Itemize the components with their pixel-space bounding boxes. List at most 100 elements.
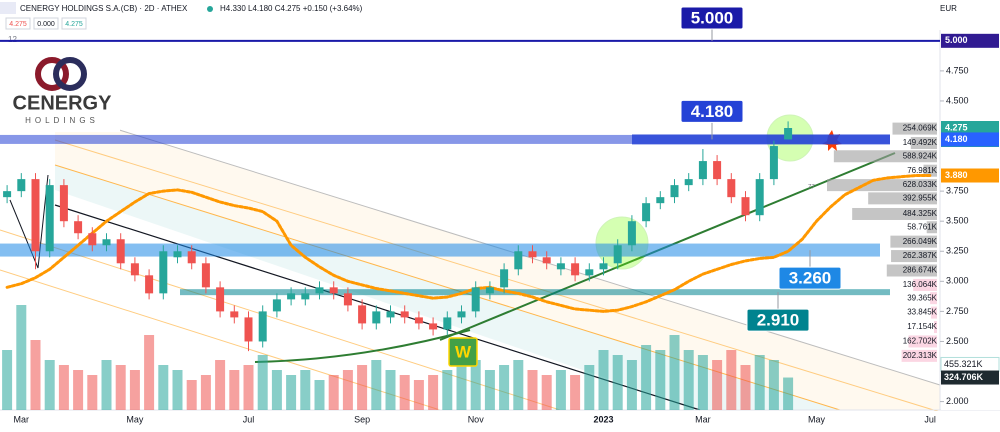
pattern-badge — [448, 337, 478, 367]
y-tick-label: 3.000 — [946, 276, 969, 286]
candle-body — [74, 221, 83, 234]
candle-body — [713, 161, 722, 180]
x-tick-label: Sep — [354, 414, 370, 424]
symbol-title: CENERGY HOLDINGS S.A.(CB) · 2D · ATHEX — [20, 4, 188, 13]
volume-bar — [428, 375, 439, 410]
volume-bar — [257, 355, 268, 410]
candle-body — [585, 269, 594, 276]
volume-profile-bar — [901, 349, 937, 362]
level-zone-box — [632, 134, 890, 145]
candle-body — [59, 185, 68, 222]
candle-body — [244, 317, 253, 342]
volume-bar — [200, 375, 211, 410]
candle-body — [698, 161, 707, 180]
volume-profile-label: 17.154K — [907, 322, 937, 331]
volume-bar — [612, 355, 623, 410]
channel-line — [54, 164, 841, 411]
candle-body — [741, 197, 750, 216]
volume-bar — [44, 360, 55, 410]
y-tick-label: 3.250 — [946, 246, 969, 256]
annotation-label: 3.260 — [789, 269, 832, 288]
volume-bar — [570, 375, 581, 410]
volume-bar — [328, 375, 339, 410]
volume-profile-bar — [891, 250, 937, 263]
candle-body — [287, 293, 296, 300]
volume-profile-label: 262.387K — [903, 251, 938, 260]
price-axis — [941, 30, 1000, 410]
candle-body — [500, 269, 509, 288]
price-tag-label: 4.275 — [945, 122, 968, 132]
volume-profile-label: 392.955K — [903, 193, 938, 202]
channel-line — [0, 229, 561, 411]
status-dot — [207, 6, 213, 12]
y-tick-label: 2.750 — [946, 306, 969, 316]
candle-body — [670, 185, 679, 198]
candle-body — [31, 179, 40, 252]
volume-bar — [30, 340, 41, 410]
x-tick-label: May — [126, 414, 144, 424]
volume-bar — [413, 380, 424, 410]
volume-bar — [754, 355, 765, 410]
y-tick-label: 2.000 — [946, 396, 969, 406]
price-tag — [941, 132, 999, 147]
volume-profile-bar — [923, 164, 937, 177]
candle-body — [542, 257, 551, 264]
volume-bar — [215, 360, 226, 410]
volume-profile-bar — [926, 221, 937, 234]
volume-bar — [357, 365, 368, 410]
volume-profile-bar — [931, 306, 937, 319]
candle-body — [372, 311, 381, 324]
volume-profile-bar — [868, 192, 937, 205]
volume-bar — [683, 350, 694, 410]
volume-profile-label: 76.981K — [907, 166, 937, 175]
w-curve — [254, 329, 471, 363]
volume-bar — [626, 360, 637, 410]
channel-fill — [55, 110, 940, 410]
volume-profile-label: 136.064K — [903, 280, 938, 289]
price-tag — [941, 33, 999, 48]
ohlc-text: H4.330 L4.180 C4.275 +0.150 (+3.64%) — [220, 4, 363, 13]
candle-body — [116, 239, 125, 264]
candle-body — [230, 311, 239, 318]
volume-bar — [243, 365, 254, 410]
header-box — [5, 17, 31, 30]
volume-profile-bar — [890, 235, 937, 248]
volume-profile-label: 33.845K — [907, 308, 937, 317]
header-box-text: 4.275 — [65, 21, 83, 28]
x-tick-label: Jul — [243, 414, 255, 424]
volume-bar — [527, 370, 538, 410]
header-box — [61, 17, 87, 30]
volume-profile-bar — [892, 122, 937, 135]
volume-tag — [941, 370, 999, 385]
logo: CENERGY HOLDINGS — [8, 46, 120, 132]
volume-bar — [16, 305, 27, 410]
candle-body — [429, 323, 438, 330]
candle-body — [613, 245, 622, 264]
candle-body — [301, 293, 310, 300]
pattern-label: W — [455, 342, 472, 361]
interval-label: 12 — [8, 35, 17, 44]
volume-bar — [598, 350, 609, 410]
candle-body — [400, 311, 409, 318]
candle-body — [414, 317, 423, 324]
candle-body — [784, 128, 793, 140]
level-zone — [0, 134, 890, 144]
candle-body — [329, 287, 338, 294]
annotation-box — [680, 99, 744, 123]
volume-bar — [314, 380, 325, 410]
volume-bar — [73, 370, 84, 410]
candle-body — [386, 311, 395, 318]
volume-bar — [371, 360, 382, 410]
candle-body — [130, 263, 139, 276]
volume-profile-label: 149.492K — [903, 138, 938, 147]
volume-profile-label: 588.924K — [903, 151, 938, 160]
candle-body — [17, 179, 26, 192]
price-tag-label: 5.000 — [945, 35, 968, 45]
volume-bar — [87, 375, 98, 410]
price-tag — [941, 168, 999, 183]
volume-bar — [669, 335, 680, 410]
small-label: 77 — [808, 185, 815, 191]
symbol-icon — [0, 2, 16, 14]
volume-bar — [115, 365, 126, 410]
